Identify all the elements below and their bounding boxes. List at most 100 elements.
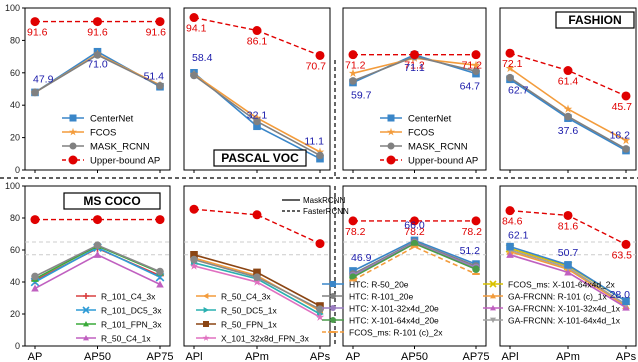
data-label-blue: 62.7 — [508, 84, 529, 96]
series-htc-x-101-64x4d-20e — [349, 239, 480, 282]
legend-panel-bottom-3: HTC: R-50_20e HTC: R-101_20e HTC: X-101-32… — [322, 280, 443, 338]
data-point-circle — [387, 142, 395, 150]
data-point-dot — [563, 210, 573, 220]
data-label-blue: 66.0 — [404, 219, 425, 231]
data-label-upper-bound: 71.2 — [404, 60, 425, 72]
legend-top_right: CenterNet FCOS MASK_RCNN Upper-bound AP — [380, 114, 478, 167]
data-point-dot — [410, 50, 419, 60]
data-point-dot — [471, 50, 481, 60]
series-upper-bound-ap — [189, 13, 325, 60]
data-point-star — [189, 261, 199, 270]
data-label-blue: 28.0 — [610, 289, 631, 301]
series-unnamed-4 — [506, 242, 630, 305]
legend-label: FCOS — [90, 128, 116, 139]
data-point-square — [253, 268, 261, 277]
data-label-upper-bound: 78.2 — [345, 226, 366, 238]
data-point-dot — [189, 13, 199, 23]
data-point-dot — [93, 17, 102, 27]
data-point-star — [621, 136, 631, 145]
data-point-triangle — [506, 251, 514, 258]
data-label-upper-bound: 91.6 — [27, 27, 48, 39]
data-point-circle — [506, 73, 514, 82]
legend-label: CenterNet — [90, 114, 134, 125]
title-ms-coco-box — [63, 192, 161, 210]
data-label-blue: 32.1 — [247, 109, 268, 121]
data-point-square — [564, 261, 572, 269]
data-point-dot — [30, 215, 40, 225]
data-point-dot — [68, 155, 78, 165]
data-point-circle — [349, 77, 357, 85]
panel-bottom-2: APl APm APs — [183, 185, 331, 362]
data-point-circle — [330, 317, 336, 323]
legend-label: MASK_RCNN — [408, 142, 468, 153]
data-point-dot — [348, 50, 358, 60]
data-point-plus — [83, 293, 89, 299]
data-label-upper-bound: 63.5 — [612, 249, 633, 261]
data-point-circle — [190, 255, 198, 264]
title-ms-coco: MS COCO — [83, 194, 140, 208]
data-label-upper-bound: 78.2 — [462, 226, 483, 238]
data-point-dot — [386, 155, 396, 165]
series-unnamed-4 — [190, 255, 324, 314]
x-tick-label: APl — [501, 351, 518, 362]
data-point-dot — [315, 50, 325, 60]
x-tick-label: APm — [556, 351, 580, 362]
series-x-101-32x8d-fpn-3x — [189, 261, 325, 321]
data-point-circle — [330, 305, 336, 311]
legend-label-maskrcnn: MaskRCNN — [303, 196, 345, 205]
data-point-dot — [155, 215, 165, 225]
data-point-triangle-right — [203, 307, 209, 313]
legend-label: R_101_C4_3x — [101, 292, 156, 302]
series-r-50-c4-1x — [31, 251, 164, 292]
x-tick-label: AP50 — [401, 351, 428, 362]
series-upper-bound-ap — [505, 48, 631, 101]
x-tick-label: APs — [616, 351, 637, 362]
y-tick-label: 0 — [15, 165, 20, 175]
data-point-circle — [472, 67, 480, 75]
legend-label: R_50_FPN_1x — [221, 320, 278, 330]
legend-label: GA-FRCNN: R-101 (c)_1x — [508, 292, 607, 302]
legend-panel-bottom-4: FCOS_ms: X-101-64x4d_2x GA-FRCNN: R-101 (… — [483, 280, 621, 326]
data-label-blue: 64.7 — [460, 81, 481, 93]
series-unnamed-4 — [31, 241, 164, 281]
data-point-circle — [69, 142, 77, 150]
data-label-upper-bound: 78.2 — [404, 226, 425, 238]
y-tick-label: 60 — [10, 245, 20, 255]
data-label-blue: 18.2 — [610, 130, 631, 142]
data-point-triangle-down — [490, 317, 496, 323]
legend-label: R_50_C4_3x — [221, 292, 271, 302]
data-label-blue: 46.9 — [351, 252, 372, 264]
data-point-x — [30, 277, 40, 287]
data-point-dot — [348, 216, 358, 226]
x-tick-label: AP50 — [84, 351, 111, 362]
data-label-upper-bound: 45.7 — [612, 101, 633, 113]
legend-label: HTC: R-50_20e — [349, 280, 409, 290]
data-point-star — [315, 147, 325, 156]
data-point-dot — [563, 66, 573, 76]
data-point-x — [489, 280, 497, 288]
y-tick-label: 60 — [10, 68, 20, 78]
y-tick-label: 80 — [10, 213, 20, 223]
data-point-x — [82, 306, 90, 314]
data-point-dot — [505, 48, 515, 58]
legend-label: R_50_DC5_1x — [221, 306, 278, 316]
y-tick-label: 100 — [5, 3, 20, 13]
x-tick-label: AP75 — [463, 351, 490, 362]
data-label-upper-bound: 61.4 — [558, 76, 579, 88]
data-point-dot — [621, 239, 631, 249]
legend-label: FCOS — [408, 128, 434, 139]
data-point-star — [252, 113, 262, 122]
legend-top_left: CenterNet FCOS MASK_RCNN Upper-bound AP — [62, 114, 160, 167]
x-tick-label: AP — [346, 351, 361, 362]
title-pascal-voc-box — [213, 149, 307, 167]
data-point-star — [202, 334, 210, 341]
data-point-square — [506, 242, 514, 251]
panel-top-3: 71.2 71.2 71.2 59.7 71.1 64.7 — [342, 7, 487, 173]
data-point-square — [69, 114, 77, 122]
data-label-upper-bound: 86.1 — [247, 36, 268, 48]
series-upper-bound-ap — [505, 206, 631, 249]
y-tick-label: 0 — [15, 341, 20, 351]
data-point-triangle — [83, 321, 89, 327]
data-label-blue: 47.9 — [33, 73, 54, 85]
